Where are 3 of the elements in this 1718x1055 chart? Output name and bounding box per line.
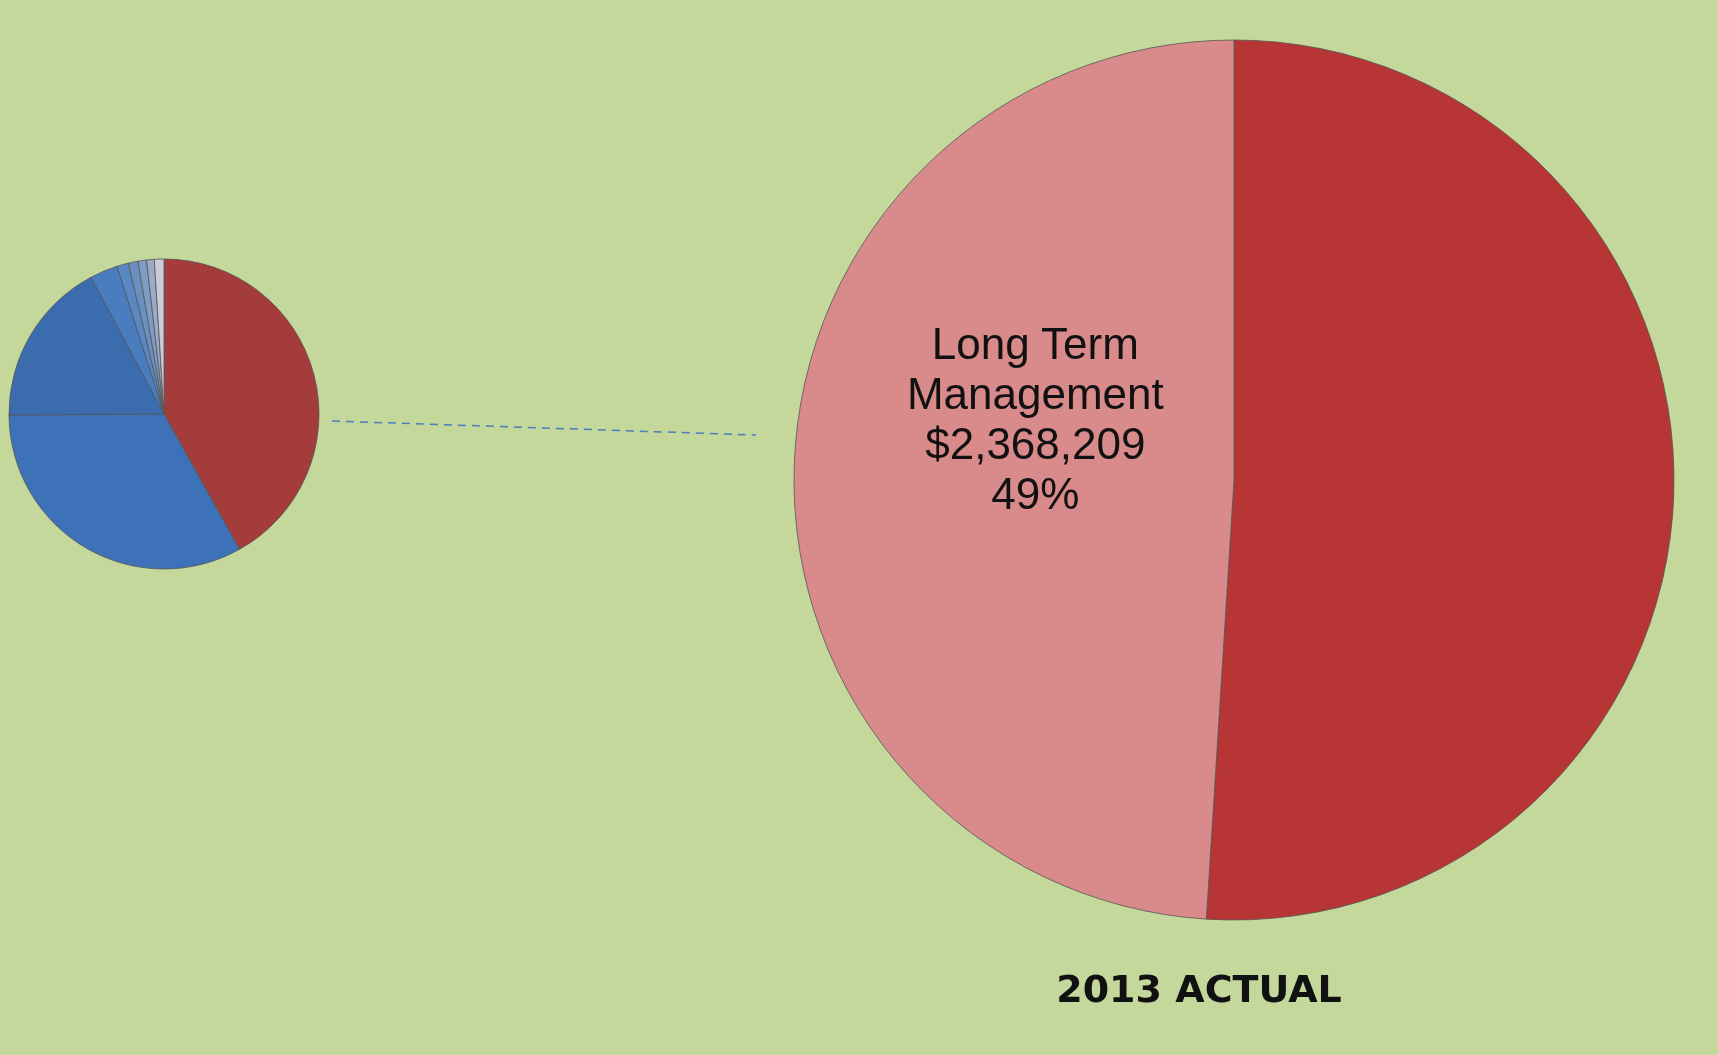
text: 2013 ACTUAL: [1056, 967, 1342, 1011]
slice-label: Long Term Management: [906, 319, 1164, 419]
data-label: $2,368,209 49%: [925, 419, 1146, 519]
